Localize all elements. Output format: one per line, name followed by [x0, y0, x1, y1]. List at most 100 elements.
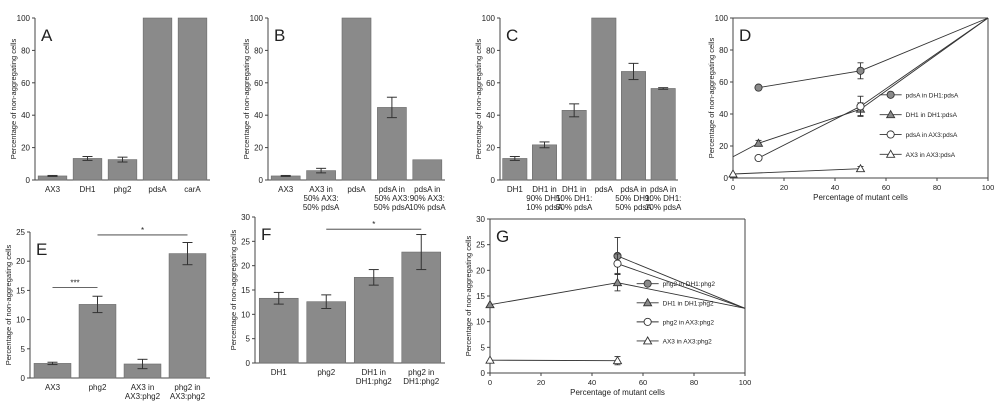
- panel-a: 0 20 40 60 80 100 Percentage of non-aggregatin…: [9, 14, 210, 194]
- x-tick-label: DH1: [79, 185, 96, 194]
- bar: [412, 159, 443, 181]
- y-tick-label: 20: [21, 144, 30, 153]
- series-4: [485, 355, 623, 366]
- legend-label: phg2 in DH1:phg2: [663, 281, 716, 288]
- panel-label: D: [739, 26, 751, 45]
- x-tick-label: phg2: [317, 368, 335, 377]
- series-4: [728, 163, 866, 178]
- x-tick-label: DH1:phg2: [356, 377, 393, 386]
- x-tick-label: 80: [690, 378, 698, 387]
- x-tick-label: AX3 in: [309, 185, 333, 194]
- x-tick-label: 90% DH1:: [645, 194, 681, 203]
- x-tick-label: phg2: [114, 185, 132, 194]
- series-3: [613, 253, 746, 309]
- x-tick-label: AX3: [45, 185, 61, 194]
- bar: [72, 158, 103, 181]
- x-tick-label: AX3:phg2: [170, 392, 206, 401]
- x-tick-label: 50% AX3:: [304, 194, 339, 203]
- series-line: [489, 359, 618, 362]
- x-tick-label: AX3: [45, 383, 61, 392]
- x-tick-label: AX3:phg2: [125, 392, 161, 401]
- data-point: [728, 169, 738, 178]
- y-tick-label: 20: [476, 266, 485, 275]
- legend-marker: [885, 149, 896, 158]
- x-tick-label: pdsA: [347, 185, 366, 194]
- legend-marker: [642, 297, 653, 307]
- y-tick-label: 100: [17, 14, 31, 23]
- bar: [561, 110, 587, 181]
- bar: [353, 277, 394, 364]
- x-tick-label: 80: [933, 183, 941, 192]
- x-tick-label: 40: [588, 378, 596, 387]
- x-tick-label: 20: [537, 378, 545, 387]
- y-tick-label: 30: [241, 213, 250, 222]
- panel-c: 0 20 40 60 80 100 Percentage of non-aggregatin…: [474, 14, 682, 212]
- x-tick-label: AX3 in: [131, 383, 155, 392]
- series-line: [758, 17, 989, 89]
- x-tick-label: 10% pdsA: [526, 203, 563, 212]
- y-tick-label: 25: [16, 228, 25, 237]
- y-tick-label: 15: [476, 292, 485, 301]
- panel-label: C: [506, 26, 518, 45]
- bar: [532, 144, 557, 181]
- x-tick-label: DH1:phg2: [403, 377, 440, 386]
- x-tick-label: 0: [488, 378, 492, 387]
- x-tick-label: pdsA: [148, 185, 167, 194]
- legend-marker: [643, 317, 652, 326]
- y-tick-label: 80: [254, 46, 263, 55]
- panel-label: A: [41, 26, 53, 45]
- x-tick-label: phg2: [89, 383, 107, 392]
- x-tick-label: AX3: [278, 185, 294, 194]
- data-point: [485, 355, 495, 364]
- legend-label: pdsA in DH1:pdsA: [906, 92, 959, 99]
- x-tick-label: 50% pdsA: [374, 203, 411, 212]
- bar: [650, 88, 676, 181]
- x-tick-label: DH1: [507, 185, 524, 194]
- significance-label: *: [141, 226, 144, 235]
- bar: [591, 17, 617, 181]
- y-tick-label: 40: [719, 110, 728, 119]
- x-tick-label: 90% DH1:: [526, 194, 562, 203]
- legend-label: pdsA in AX3:pdsA: [906, 132, 958, 139]
- x-tick-label: 60: [882, 183, 890, 192]
- series-2: [485, 273, 746, 309]
- legend-label: AX3 in AX3:pdsA: [906, 152, 956, 159]
- x-tick-label: 50% AX3:: [374, 194, 409, 203]
- y-tick-label: 15: [16, 286, 25, 295]
- y-tick-label: 80: [719, 46, 728, 55]
- data-point: [754, 83, 763, 92]
- panel-label: F: [261, 225, 271, 244]
- y-tick-label: 20: [719, 142, 728, 151]
- y-tick-label: 60: [21, 79, 30, 88]
- data-point: [613, 259, 622, 268]
- legend-marker: [643, 279, 652, 288]
- series-line: [617, 255, 746, 309]
- significance-label: ***: [70, 278, 79, 287]
- x-tick-label: DH1 in: [532, 185, 556, 194]
- data-point: [485, 299, 495, 309]
- x-tick-label: 50% pdsA: [303, 203, 340, 212]
- data-point: [856, 102, 865, 111]
- x-tick-label: DH1 in: [562, 185, 586, 194]
- y-axis-label: Percentage of non-aggregating cells: [707, 38, 716, 159]
- x-tick-label: 50% DH1:: [556, 194, 592, 203]
- y-tick-label: 0: [724, 174, 729, 183]
- panel-label: E: [36, 240, 47, 259]
- legend-marker: [642, 336, 653, 345]
- y-tick-label: 10: [16, 316, 25, 325]
- x-tick-label: 40: [831, 183, 839, 192]
- x-tick-label: pdsA in: [650, 185, 676, 194]
- legend-label: DH1 in DH1:pdsA: [906, 112, 958, 119]
- y-tick-label: 100: [482, 14, 496, 23]
- y-axis-label: Percentage of non-aggregating cells: [229, 230, 238, 351]
- y-tick-label: 25: [241, 237, 250, 246]
- y-tick-label: 60: [254, 79, 263, 88]
- series-1: [613, 237, 746, 309]
- legend-marker: [886, 90, 895, 99]
- x-tick-label: 100: [982, 183, 995, 192]
- y-tick-label: 40: [486, 111, 495, 120]
- y-axis-label: Percentage of non-aggregating cells: [474, 39, 483, 160]
- bar: [78, 304, 117, 379]
